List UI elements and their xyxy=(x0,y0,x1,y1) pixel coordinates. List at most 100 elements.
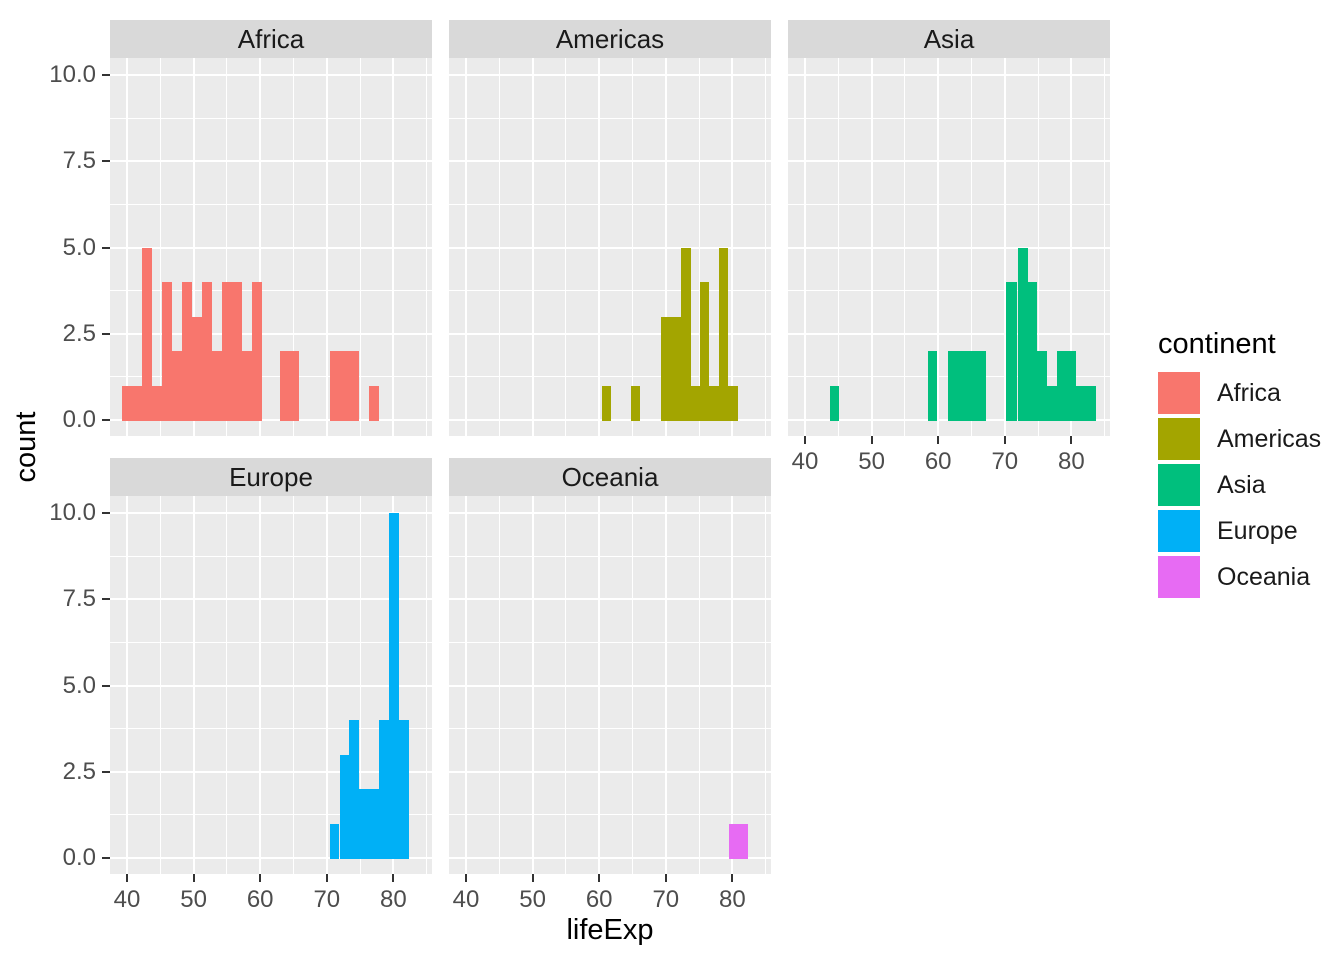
gridline-y-major xyxy=(788,246,1110,249)
x-tick-label: 70 xyxy=(652,886,680,913)
gridline-y-major xyxy=(449,512,771,514)
y-tick-label: 0.0 xyxy=(62,406,96,433)
histogram-bar xyxy=(1056,351,1076,421)
x-tick-mark xyxy=(192,874,195,882)
gridline-y-minor xyxy=(110,728,432,730)
legend-entry: Africa xyxy=(1158,372,1321,414)
x-tick-label: 50 xyxy=(519,886,546,913)
gridline-y-minor xyxy=(449,290,771,292)
y-tick-mark xyxy=(102,419,110,421)
histogram-bar xyxy=(1076,385,1097,421)
histogram-bar xyxy=(181,282,192,421)
gridline-y-major xyxy=(449,246,771,249)
x-tick-mark xyxy=(259,874,262,882)
histogram-bar xyxy=(221,282,242,421)
facet-strip-americas: Americas xyxy=(449,20,771,58)
gridline-y-minor xyxy=(110,376,432,378)
histogram-bar xyxy=(661,316,682,421)
histogram-bar xyxy=(1037,351,1048,421)
histogram-bar xyxy=(928,351,938,421)
facet-europe: Europe xyxy=(110,458,432,874)
gridline-y-major xyxy=(110,74,432,76)
gridline-y-major xyxy=(110,598,432,601)
gridline-y-major xyxy=(110,684,432,687)
x-tick-mark xyxy=(465,874,467,882)
x-tick-mark xyxy=(126,874,128,882)
histogram-bar xyxy=(1006,282,1018,421)
y-tick-label: 7.5 xyxy=(62,147,96,175)
y-tick-mark xyxy=(102,160,110,163)
gridline-y-minor xyxy=(788,117,1110,119)
gridline-y-major xyxy=(110,332,432,335)
y-tick-mark xyxy=(102,512,110,514)
x-tick-mark xyxy=(664,874,667,882)
gridline-y-minor xyxy=(449,814,771,816)
gridline-y-minor xyxy=(110,555,432,557)
x-tick-mark xyxy=(804,436,806,444)
legend-title: continent xyxy=(1158,328,1276,360)
y-tick-mark xyxy=(102,74,110,76)
x-tick-mark xyxy=(937,436,940,444)
legend-label: Europe xyxy=(1217,516,1298,545)
y-tick-label: 0.0 xyxy=(62,844,96,871)
histogram-bar xyxy=(151,385,162,421)
legend-key-swatch xyxy=(1158,556,1200,598)
x-tick-mark xyxy=(325,874,328,882)
x-axis-title: lifeExp xyxy=(566,914,654,946)
y-tick-mark xyxy=(102,246,110,249)
legend-label: Africa xyxy=(1217,378,1281,407)
histogram-bar xyxy=(1027,282,1038,421)
x-tick-label: 70 xyxy=(991,448,1019,475)
gridline-y-major xyxy=(449,770,771,773)
gridline-y-major xyxy=(110,512,432,514)
y-tick-label: 2.5 xyxy=(62,757,96,785)
legend-key-swatch xyxy=(1158,418,1200,460)
gridline-y-minor xyxy=(110,117,432,119)
legend-key-swatch xyxy=(1158,464,1200,506)
gridline-y-major xyxy=(788,74,1110,76)
legend: continent Africa Americas Asia Europe Oceani… xyxy=(1158,328,1321,602)
facet-strip-asia: Asia xyxy=(788,20,1110,58)
facet-strip-label: Africa xyxy=(237,24,305,54)
x-tick-mark xyxy=(531,874,534,882)
histogram-bar xyxy=(630,385,640,421)
gridline-y-minor xyxy=(110,203,432,205)
gridline-y-minor xyxy=(788,290,1110,292)
facet-oceania: Oceania xyxy=(449,458,771,874)
x-tick-label: 40 xyxy=(452,886,480,913)
legend-entries: Africa Americas Asia Europe Oceania xyxy=(1158,372,1321,598)
histogram-bar xyxy=(1017,247,1028,421)
histogram-bar xyxy=(399,720,410,859)
gridline-y-minor xyxy=(449,728,771,730)
y-tick-mark xyxy=(102,332,110,335)
y-tick-mark xyxy=(102,598,110,601)
gridline-y-major xyxy=(449,684,771,687)
gridline-y-minor xyxy=(110,290,432,292)
x-tick-label: 60 xyxy=(924,448,952,475)
histogram-bar xyxy=(719,247,729,421)
gridline-y-minor xyxy=(449,555,771,557)
x-tick-label: 80 xyxy=(719,886,746,913)
histogram-bar xyxy=(709,385,720,421)
gridline-y-major xyxy=(788,160,1110,163)
histogram-bar xyxy=(121,385,142,421)
gridline-y-minor xyxy=(449,376,771,378)
y-tick-mark xyxy=(102,857,110,859)
gridline-y-major xyxy=(110,770,432,773)
histogram-bar xyxy=(699,282,710,421)
histogram-bar xyxy=(359,789,380,859)
y-tick-label: 5.0 xyxy=(62,671,96,699)
facet-americas: Americas xyxy=(449,20,771,436)
gridline-y-minor xyxy=(110,814,432,816)
histogram-bar xyxy=(191,316,202,421)
facet-panel-europe xyxy=(110,496,432,874)
histogram-bar xyxy=(379,720,390,859)
gridline-y-major xyxy=(449,598,771,601)
histogram-bar xyxy=(330,351,360,421)
histogram-bar xyxy=(251,282,262,421)
x-tick-mark xyxy=(1003,436,1006,444)
histogram-bar xyxy=(330,823,340,859)
y-tick-label: 7.5 xyxy=(62,585,96,613)
histogram-bar xyxy=(729,823,749,859)
x-tick-label: 50 xyxy=(858,448,885,475)
